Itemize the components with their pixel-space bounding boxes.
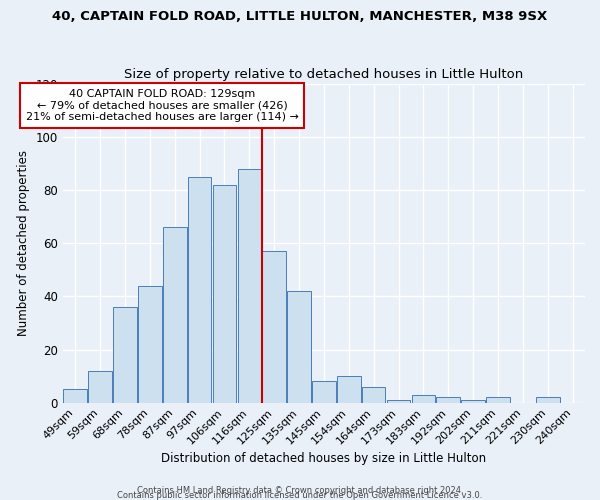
X-axis label: Distribution of detached houses by size in Little Hulton: Distribution of detached houses by size … [161,452,487,465]
Bar [113,307,137,402]
Text: Contains public sector information licensed under the Open Government Licence v3: Contains public sector information licen… [118,491,482,500]
Bar [412,394,435,402]
Bar [163,227,187,402]
Text: Contains HM Land Registry data © Crown copyright and database right 2024.: Contains HM Land Registry data © Crown c… [137,486,463,495]
Bar [436,398,460,402]
Bar [387,400,410,402]
Y-axis label: Number of detached properties: Number of detached properties [17,150,30,336]
Bar [287,291,311,403]
Bar [337,376,361,402]
Bar [461,400,485,402]
Text: 40, CAPTAIN FOLD ROAD, LITTLE HULTON, MANCHESTER, M38 9SX: 40, CAPTAIN FOLD ROAD, LITTLE HULTON, MA… [52,10,548,23]
Bar [138,286,161,403]
Bar [64,390,87,402]
Title: Size of property relative to detached houses in Little Hulton: Size of property relative to detached ho… [124,68,524,81]
Bar [88,371,112,402]
Bar [486,398,510,402]
Bar [536,398,560,402]
Bar [188,176,211,402]
Bar [362,386,385,402]
Bar [238,168,261,402]
Text: 40 CAPTAIN FOLD ROAD: 129sqm
← 79% of detached houses are smaller (426)
21% of s: 40 CAPTAIN FOLD ROAD: 129sqm ← 79% of de… [26,89,299,122]
Bar [212,184,236,402]
Bar [262,251,286,402]
Bar [312,382,336,402]
